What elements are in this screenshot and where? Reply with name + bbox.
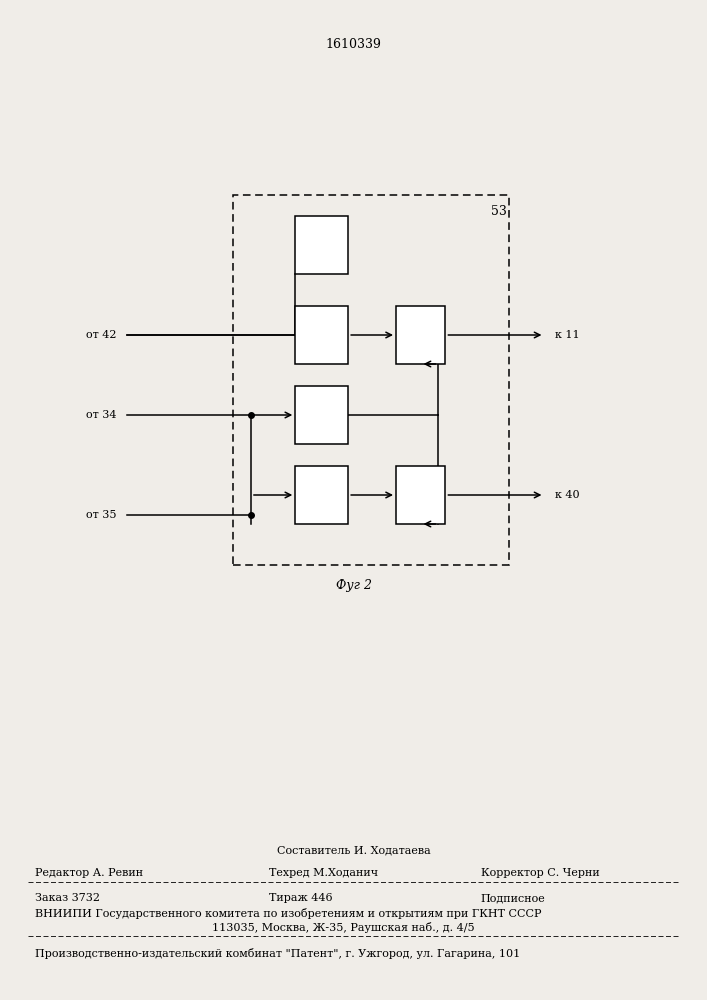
Text: Подписное: Подписное: [481, 893, 546, 903]
Text: Тираж 446: Тираж 446: [269, 893, 332, 903]
Bar: [396, 306, 445, 364]
Text: ВНИИПИ Государственного комитета по изобретениям и открытиям при ГКНТ СССР: ВНИИПИ Государственного комитета по изоб…: [35, 908, 542, 919]
Text: 54: 54: [314, 238, 329, 251]
Text: Техред М.Ходанич: Техред М.Ходанич: [269, 868, 378, 878]
Text: от 35: от 35: [86, 510, 117, 520]
Text: 58: 58: [314, 408, 329, 422]
Text: от 42: от 42: [86, 330, 117, 340]
Text: 59: 59: [413, 488, 428, 502]
Bar: [296, 216, 348, 274]
Text: Производственно-издательский комбинат "Патент", г. Ужгород, ул. Гагарина, 101: Производственно-издательский комбинат "П…: [35, 948, 520, 959]
Text: 55: 55: [314, 328, 329, 342]
Text: 53: 53: [491, 205, 507, 218]
Bar: [396, 466, 445, 524]
Bar: [296, 466, 348, 524]
Text: 57: 57: [314, 488, 329, 502]
Text: к 40: к 40: [555, 490, 580, 500]
Text: от 34: от 34: [86, 410, 117, 420]
Bar: [233, 195, 509, 565]
Text: Составитель И. Ходатаева: Составитель И. Ходатаева: [276, 845, 431, 855]
Text: Заказ 3732: Заказ 3732: [35, 893, 100, 903]
Text: Фуг 2: Фуг 2: [336, 578, 371, 591]
Text: к 11: к 11: [555, 330, 580, 340]
Text: 1610339: 1610339: [325, 38, 382, 51]
Bar: [296, 386, 348, 444]
Text: Корректор С. Черни: Корректор С. Черни: [481, 868, 600, 878]
Text: 113035, Москва, Ж-35, Раушская наб., д. 4/5: 113035, Москва, Ж-35, Раушская наб., д. …: [212, 922, 474, 933]
Bar: [296, 306, 348, 364]
Text: Редактор А. Ревин: Редактор А. Ревин: [35, 868, 144, 878]
Text: 56: 56: [413, 328, 428, 342]
